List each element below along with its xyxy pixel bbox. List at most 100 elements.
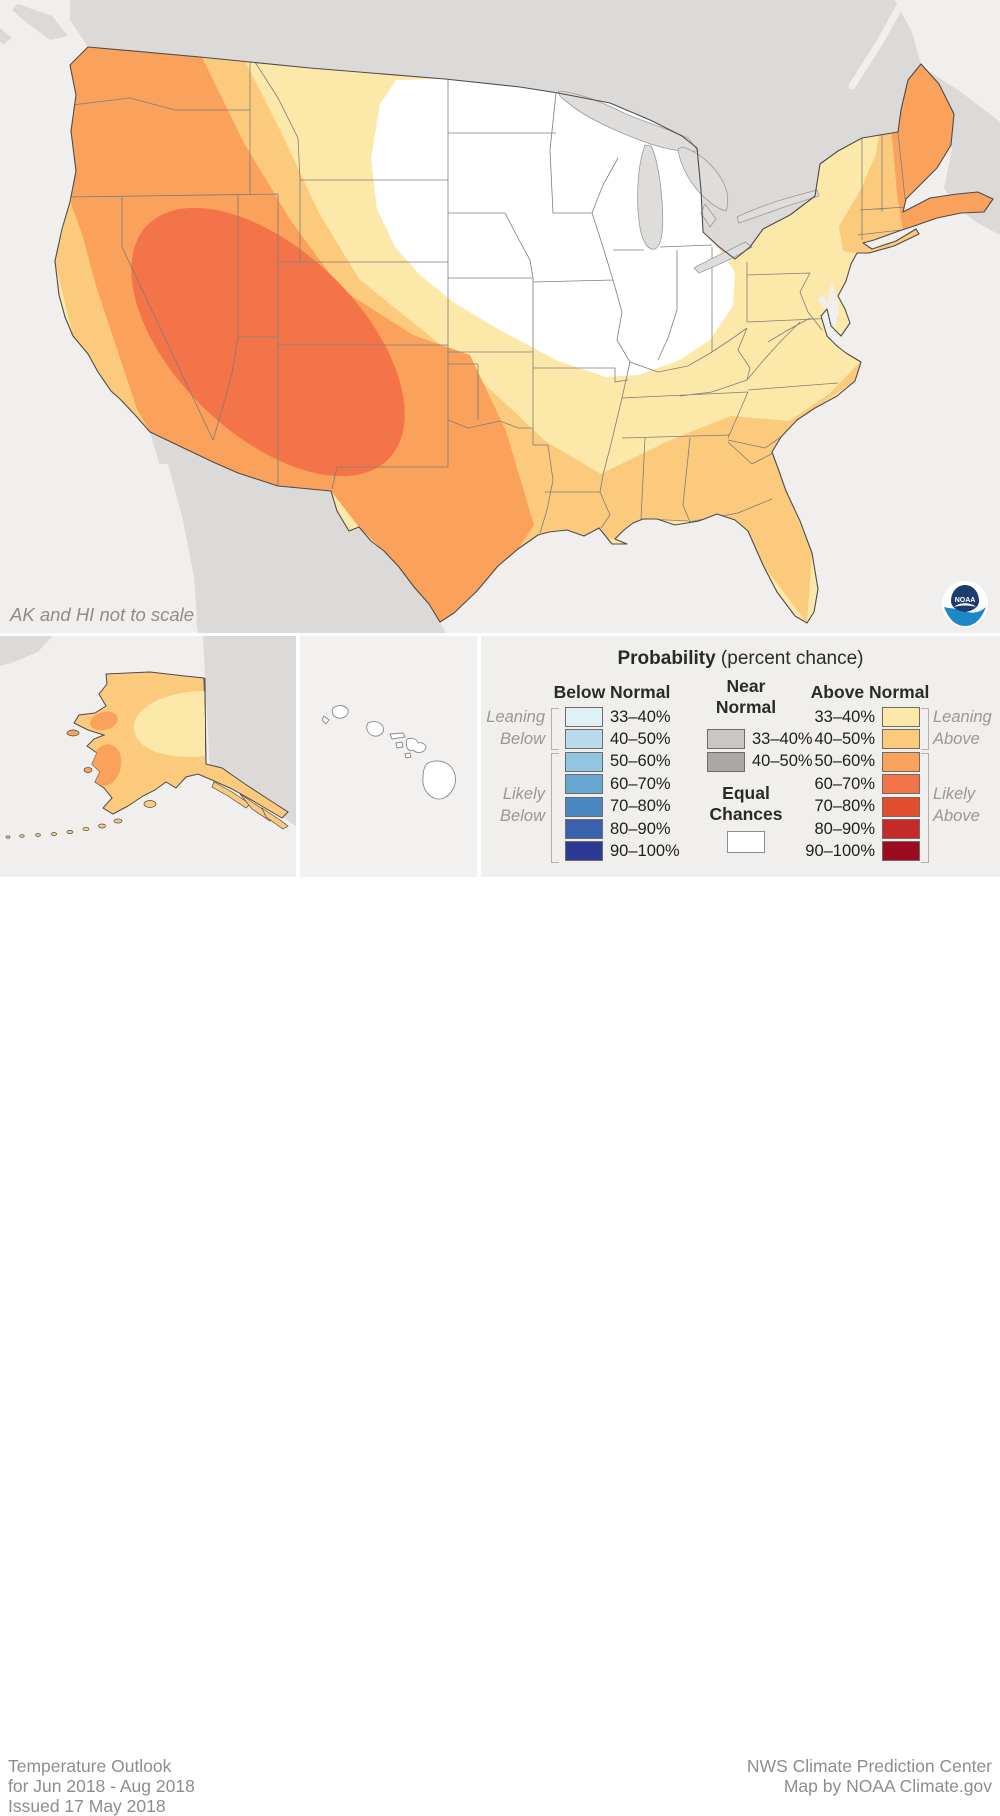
legend-row: 90–100% [565, 840, 680, 862]
footer-title: Temperature Outlook for Jun 2018 - Aug 2… [8, 1756, 195, 1816]
legend-range-label: 60–70% [814, 774, 875, 793]
legend-swatch [882, 796, 920, 817]
us-outlook-map [0, 0, 1000, 633]
legend-range-label: 33–40% [610, 707, 671, 726]
great-lakes [558, 90, 820, 274]
legend-title-bold: Probability [617, 648, 716, 669]
main-map-panel: AK and HI not to scale NOAA [0, 0, 1000, 633]
alaska-inset [0, 636, 296, 877]
lake-michigan [637, 144, 664, 250]
legend-row: 33–40% [775, 706, 920, 728]
legend-row: 40–50% [565, 728, 671, 750]
legend-range-label: 80–90% [610, 819, 671, 838]
leaning-below-bracket [551, 708, 559, 750]
likely-below-label: Likely Below [500, 785, 545, 825]
gulf-of-california [155, 464, 197, 622]
legend-row: 60–70% [565, 773, 671, 795]
footer: Temperature Outlook for Jun 2018 - Aug 2… [0, 877, 1000, 1816]
hawaii-map [300, 636, 477, 877]
legend-row: 50–60% [565, 751, 671, 773]
leaning-below-label: Leaning Below [486, 708, 545, 748]
legend-title: Probability (percent chance) [481, 648, 1000, 670]
legend-row: 90–100% [775, 840, 920, 862]
legend-row: 33–40% [707, 728, 813, 750]
legend-panel: Probability (percent chance) Below Norma… [481, 636, 1000, 877]
hawaii-inset [300, 636, 477, 877]
likely-above-label: Likely Above [933, 785, 980, 825]
lake-ontario [736, 189, 820, 224]
hawaiian-islands [321, 705, 456, 800]
near-normal-header: Near Normal [715, 676, 777, 717]
legend-swatch [565, 751, 603, 772]
ak-contour-50-60-southwest [90, 744, 122, 786]
noaa-logo-bird-icon [954, 603, 976, 607]
legend-range-label: 70–80% [814, 797, 875, 816]
legend-swatch [565, 729, 603, 750]
legend-row: 40–50% [707, 751, 813, 773]
legend-swatch [882, 729, 920, 750]
legend-title-suffix: (percent chance) [715, 648, 864, 669]
legend-row: 70–80% [565, 796, 671, 818]
legend-range-label: 33–40% [752, 729, 813, 748]
footer-credit: NWS Climate Prediction Center Map by NOA… [746, 1756, 992, 1796]
contour-above-50-60-maine [888, 58, 993, 231]
niihau-island [321, 715, 330, 725]
legend-swatch [565, 774, 603, 795]
aleutian-islands [5, 781, 289, 839]
legend-swatch [707, 751, 745, 772]
legend-range-label: 90–100% [805, 841, 875, 860]
likely-below-bracket [551, 753, 559, 863]
legend-range-label: 70–80% [610, 797, 671, 816]
maui-island [405, 737, 427, 753]
legend-row: 40–50% [775, 728, 920, 750]
lake-superior [558, 90, 699, 152]
leaning-above-bracket [921, 708, 929, 750]
legend-row: 70–80% [775, 796, 920, 818]
st-lawrence-river [848, 0, 906, 90]
state-borders [69, 50, 907, 534]
legend-row: 80–90% [565, 818, 671, 840]
lanai-island [395, 741, 404, 749]
alaska-map [0, 636, 296, 877]
scale-note: AK and HI not to scale [10, 604, 195, 625]
legend-swatch [882, 751, 920, 772]
delaware-bay [818, 294, 832, 314]
legend-range-label: 50–60% [814, 752, 875, 771]
noaa-logo-wave [944, 607, 986, 626]
legend-swatch [882, 819, 920, 839]
contour-above-60-70-southwest [131, 207, 405, 477]
atlantic-bays [818, 281, 839, 329]
ak-contour-50-60-seward [90, 711, 118, 731]
ak-canada-border [204, 677, 207, 765]
legend-swatch [707, 729, 745, 750]
legend-range-label: 40–50% [814, 729, 875, 748]
legend-row: 50–60% [775, 751, 920, 773]
legend-swatch [565, 707, 603, 727]
us-outline [54, 46, 994, 624]
kahoolawe-island [404, 752, 412, 759]
leaning-above-label: Leaning Above [933, 708, 992, 748]
legend-row: 60–70% [775, 773, 920, 795]
noaa-logo: NOAA [942, 581, 988, 627]
ak-islands-orange [66, 729, 93, 773]
likely-above-bracket [921, 753, 929, 863]
lake-erie [693, 241, 753, 274]
legend-range-label: 50–60% [610, 752, 671, 771]
legend-swatch [882, 707, 920, 727]
above-normal-header: Above Normal [810, 682, 930, 702]
legend-range-label: 90–100% [610, 841, 680, 860]
legend-range-label: 80–90% [814, 819, 875, 838]
below-normal-header: Below Normal [553, 682, 671, 702]
hi-ocean [300, 636, 477, 877]
equal-chances-swatch [727, 831, 765, 853]
legend-range-label: 33–40% [814, 707, 875, 726]
oahu-island [366, 721, 384, 737]
chesapeake-bay [828, 281, 839, 329]
molokai-island [389, 732, 406, 740]
ak-contour-33-40 [133, 691, 205, 757]
russia-landmass [0, 636, 52, 666]
legend-swatch [565, 841, 603, 862]
legend-swatch [565, 796, 603, 817]
legend-swatch [882, 774, 920, 795]
legend-range-label: 60–70% [610, 774, 671, 793]
